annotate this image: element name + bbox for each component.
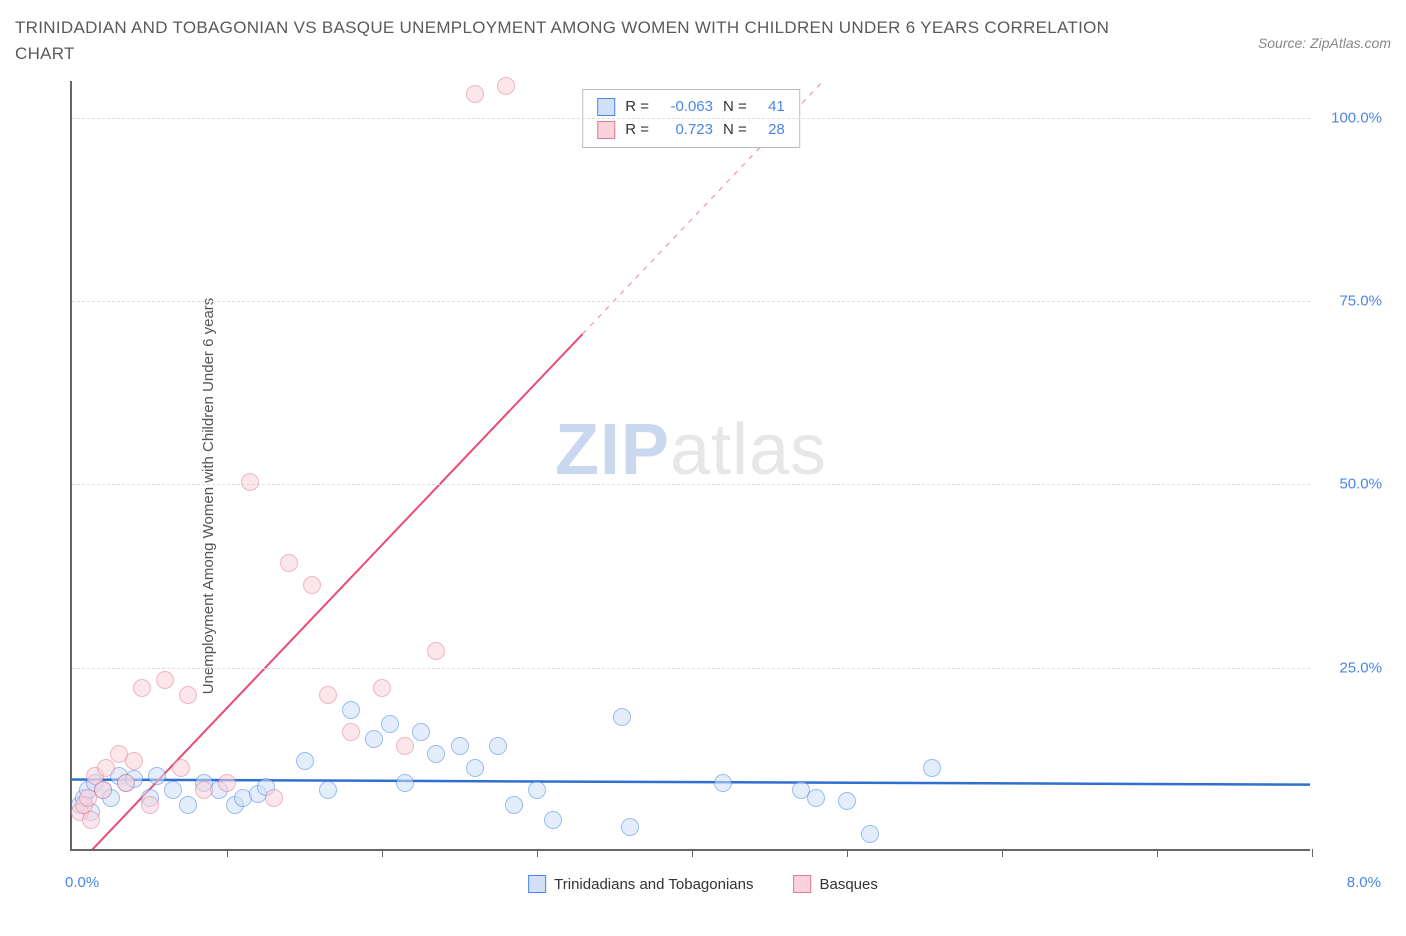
- legend-swatch-bottom-1: [793, 875, 811, 893]
- data-point: [172, 759, 190, 777]
- legend-item-0: Trinidadians and Tobagonians: [528, 875, 753, 893]
- data-point: [714, 774, 732, 792]
- trend-lines: [72, 81, 1310, 849]
- x-tick: [692, 849, 693, 857]
- data-point: [148, 767, 166, 785]
- data-point: [861, 825, 879, 843]
- data-point: [303, 576, 321, 594]
- data-point: [265, 789, 283, 807]
- series-legend: Trinidadians and Tobagonians Basques: [528, 875, 878, 893]
- data-point: [497, 77, 515, 95]
- data-point: [544, 811, 562, 829]
- data-point: [505, 796, 523, 814]
- legend-row-series0: R = -0.063 N = 41: [597, 96, 785, 119]
- data-point: [365, 730, 383, 748]
- x-tick: [1312, 849, 1313, 857]
- x-tick: [382, 849, 383, 857]
- data-point: [141, 796, 159, 814]
- data-point: [427, 745, 445, 763]
- data-point: [82, 811, 100, 829]
- r-value-1: 0.723: [659, 119, 713, 142]
- data-point: [528, 781, 546, 799]
- r-label: R =: [625, 119, 649, 142]
- n-label: N =: [723, 119, 747, 142]
- data-point: [97, 759, 115, 777]
- data-point: [280, 554, 298, 572]
- data-point: [179, 796, 197, 814]
- x-tick: [847, 849, 848, 857]
- data-point: [621, 818, 639, 836]
- data-point: [195, 781, 213, 799]
- data-point: [156, 671, 174, 689]
- chart-title: TRINIDADIAN AND TOBAGONIAN VS BASQUE UNE…: [15, 15, 1165, 66]
- data-point: [94, 781, 112, 799]
- y-tick-label: 25.0%: [1339, 659, 1382, 676]
- x-tick: [537, 849, 538, 857]
- data-point: [319, 781, 337, 799]
- data-point: [396, 737, 414, 755]
- legend-item-1: Basques: [793, 875, 877, 893]
- gridline: [72, 118, 1310, 119]
- watermark-atlas: atlas: [670, 410, 827, 490]
- data-point: [412, 723, 430, 741]
- n-value-1: 28: [757, 119, 785, 142]
- legend-label-0: Trinidadians and Tobagonians: [554, 876, 753, 893]
- gridline: [72, 301, 1310, 302]
- data-point: [164, 781, 182, 799]
- data-point: [427, 642, 445, 660]
- data-point: [373, 679, 391, 697]
- data-point: [117, 774, 135, 792]
- x-tick: [1002, 849, 1003, 857]
- title-row: TRINIDADIAN AND TOBAGONIAN VS BASQUE UNE…: [15, 15, 1391, 66]
- legend-row-series1: R = 0.723 N = 28: [597, 119, 785, 142]
- data-point: [342, 723, 360, 741]
- data-point: [838, 792, 856, 810]
- legend-swatch-0: [597, 98, 615, 116]
- plot-area: ZIPatlas R = -0.063 N = 41 R = 0.723 N =…: [70, 81, 1310, 851]
- legend-swatch-1: [597, 121, 615, 139]
- watermark: ZIPatlas: [555, 409, 827, 491]
- legend-swatch-bottom-0: [528, 875, 546, 893]
- data-point: [923, 759, 941, 777]
- y-tick-label: 100.0%: [1331, 109, 1382, 126]
- data-point: [381, 715, 399, 733]
- data-point: [296, 752, 314, 770]
- x-axis-min-label: 0.0%: [65, 874, 99, 891]
- data-point: [613, 708, 631, 726]
- data-point: [342, 701, 360, 719]
- source-attribution: Source: ZipAtlas.com: [1258, 35, 1391, 51]
- watermark-zip: ZIP: [555, 410, 670, 490]
- data-point: [466, 759, 484, 777]
- plot-wrap: Unemployment Among Women with Children U…: [15, 71, 1391, 921]
- data-point: [807, 789, 825, 807]
- gridline: [72, 668, 1310, 669]
- data-point: [466, 85, 484, 103]
- data-point: [179, 686, 197, 704]
- x-tick: [227, 849, 228, 857]
- data-point: [319, 686, 337, 704]
- chart-container: TRINIDADIAN AND TOBAGONIAN VS BASQUE UNE…: [15, 15, 1391, 921]
- data-point: [489, 737, 507, 755]
- data-point: [125, 752, 143, 770]
- r-value-0: -0.063: [659, 96, 713, 119]
- n-label: N =: [723, 96, 747, 119]
- y-tick-label: 75.0%: [1339, 293, 1382, 310]
- data-point: [241, 473, 259, 491]
- data-point: [396, 774, 414, 792]
- data-point: [133, 679, 151, 697]
- y-tick-label: 50.0%: [1339, 476, 1382, 493]
- x-tick: [1157, 849, 1158, 857]
- data-point: [451, 737, 469, 755]
- data-point: [218, 774, 236, 792]
- x-axis-max-label: 8.0%: [1347, 874, 1381, 891]
- legend-label-1: Basques: [819, 876, 877, 893]
- n-value-0: 41: [757, 96, 785, 119]
- r-label: R =: [625, 96, 649, 119]
